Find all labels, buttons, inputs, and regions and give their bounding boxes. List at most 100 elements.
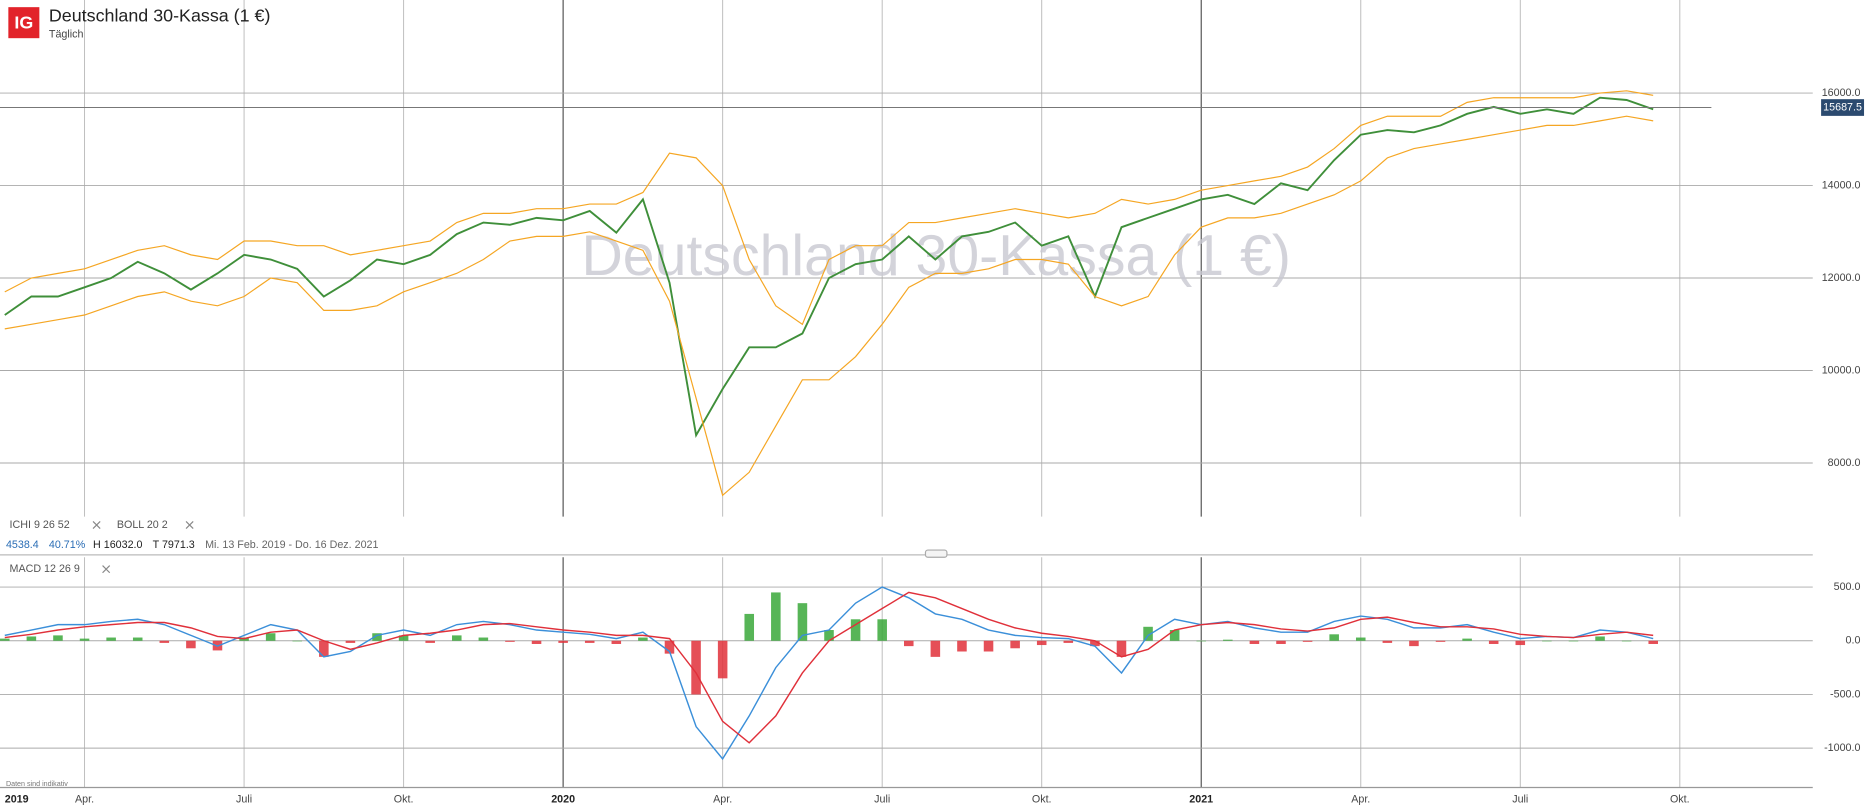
title: Deutschland 30-Kassa (1 €) — [49, 5, 271, 25]
histogram-bar — [1329, 634, 1339, 641]
histogram-bar — [1488, 640, 1499, 644]
histogram-bar — [1196, 640, 1207, 642]
histogram-bar — [584, 640, 595, 643]
histogram-bar — [904, 640, 914, 647]
histogram-bar — [1169, 630, 1180, 641]
stat-high: H 16032.0 — [93, 539, 142, 551]
y-tick-label: 500.0 — [1834, 581, 1861, 593]
histogram-bar — [717, 640, 728, 679]
histogram-bar — [425, 640, 435, 643]
histogram-bar — [1568, 640, 1579, 642]
x-tick-label: 2021 — [1189, 793, 1213, 805]
histogram-bar — [1409, 640, 1419, 647]
ichimoku-label: ICHI 9 26 52 — [10, 519, 70, 531]
histogram-bar — [1143, 626, 1153, 641]
y-tick-label: -500.0 — [1830, 688, 1860, 700]
stat-change: 4538.4 — [6, 539, 39, 551]
histogram-bar — [1116, 640, 1127, 657]
histogram-bar — [691, 640, 701, 695]
x-tick-label: 2019 — [5, 793, 29, 805]
histogram-bar — [106, 637, 116, 641]
close-icon[interactable] — [102, 565, 111, 574]
y-tick-label: 0.0 — [1846, 635, 1861, 647]
price-line — [4, 96, 1654, 439]
interval: Täglich — [49, 28, 84, 40]
histogram-bar — [398, 635, 409, 641]
resize-handle[interactable] — [924, 549, 948, 558]
histogram-bar — [744, 613, 755, 641]
price-line — [4, 90, 1654, 326]
x-tick-label: Apr. — [713, 793, 732, 805]
histogram-bar — [797, 603, 808, 641]
histogram-bar — [638, 637, 648, 641]
x-tick-label: Juli — [1512, 793, 1528, 805]
macd-line — [4, 591, 1654, 744]
last-price-label: 15687.5 — [1823, 101, 1862, 113]
histogram-bar — [132, 637, 143, 641]
macd-label: MACD 12 26 9 — [10, 563, 80, 575]
histogram-bar — [292, 640, 303, 642]
histogram-bar — [1435, 640, 1446, 642]
histogram-bar — [611, 640, 622, 644]
histogram-bar — [1063, 640, 1074, 643]
y-tick-label: -1000.0 — [1824, 742, 1860, 754]
y-tick-label: 10000.0 — [1822, 364, 1861, 376]
x-tick-label: Apr. — [75, 793, 94, 805]
stat-percent: 40.71% — [49, 539, 86, 551]
histogram-bar — [824, 630, 834, 641]
histogram-bar — [452, 635, 462, 641]
histogram-bar — [664, 640, 675, 654]
logo-text: IG — [14, 13, 33, 33]
bollinger-label: BOLL 20 2 — [117, 519, 168, 531]
histogram-bar — [1462, 638, 1472, 641]
histogram-bar — [0, 638, 10, 641]
histogram-bar — [558, 640, 568, 643]
stat-low: T 7971.3 — [153, 539, 195, 551]
histogram-bar — [850, 619, 861, 641]
histogram-bar — [1542, 640, 1552, 642]
histogram-bar — [345, 640, 356, 643]
histogram-bar — [372, 633, 382, 641]
histogram-bar — [1595, 636, 1605, 641]
histogram-bar — [957, 640, 967, 652]
last-price-box — [1821, 99, 1865, 116]
histogram-bar — [1249, 640, 1260, 644]
histogram-bar — [1382, 640, 1393, 643]
y-tick-label: 14000.0 — [1822, 179, 1861, 191]
histogram-bar — [1276, 640, 1286, 644]
stat-range: Mi. 13 Feb. 2019 - Do. 16 Dez. 2021 — [205, 539, 378, 551]
histogram-bar — [877, 619, 887, 641]
histogram-bar — [930, 640, 941, 657]
histogram-bar — [983, 640, 994, 652]
close-icon[interactable] — [185, 521, 194, 530]
histogram-bar — [1036, 640, 1047, 646]
histogram-bar — [1648, 640, 1658, 644]
x-tick-label: Juli — [874, 793, 890, 805]
x-tick-label: Okt. — [1032, 793, 1052, 805]
histogram-bar — [1621, 640, 1632, 642]
histogram-bar — [26, 636, 37, 641]
grid — [0, 0, 1813, 788]
note: Daten sind indikativ — [6, 780, 68, 788]
x-tick-label: Okt. — [394, 793, 414, 805]
histogram-bar — [186, 640, 196, 649]
histogram-bar — [1515, 640, 1526, 646]
histogram-bar — [1302, 640, 1313, 642]
histogram-bar — [79, 638, 90, 641]
histogram-bar — [478, 637, 489, 641]
histogram-bar — [159, 640, 170, 643]
histogram-bar — [1223, 639, 1233, 641]
histogram-bar — [53, 635, 63, 641]
histogram-bar — [531, 640, 542, 644]
y-tick-label: 8000.0 — [1828, 457, 1861, 469]
histogram-bar — [505, 640, 515, 642]
close-icon[interactable] — [92, 521, 101, 530]
price-line — [4, 115, 1654, 497]
logo — [8, 7, 40, 39]
histogram-bar — [265, 633, 276, 641]
x-tick-label: Apr. — [1351, 793, 1370, 805]
plot: 2019 Apr. Juli Okt. 2020 Apr. Juli Okt. 2021 Apr.… — [0, 87, 1865, 805]
